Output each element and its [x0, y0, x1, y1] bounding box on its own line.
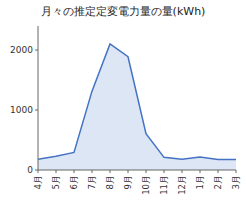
x-tick-label: 3月: [231, 175, 241, 189]
x-tick-label: 7月: [87, 175, 97, 189]
x-tick: [164, 170, 165, 173]
x-tick: [128, 170, 129, 173]
x-tick: [56, 170, 57, 173]
x-tick: [74, 170, 75, 173]
y-tick: [35, 50, 38, 51]
x-tick-label: 2月: [213, 175, 223, 189]
x-axis: [38, 170, 236, 171]
x-tick-label: 10月: [141, 175, 151, 195]
y-tick-label: 0: [27, 165, 33, 175]
x-tick: [200, 170, 201, 173]
x-tick-label: 4月: [33, 175, 43, 189]
area: [38, 44, 236, 170]
x-tick-label: 11月: [159, 175, 169, 195]
x-tick-label: 5月: [51, 175, 61, 189]
x-tick: [146, 170, 147, 173]
x-tick: [38, 170, 39, 173]
chart: 月々の推定定変電力量の量(kWh) 0 1000 2000 4月 5月 6月 7月 8月 9月 10…: [0, 0, 246, 200]
x-tick-label: 8月: [105, 175, 115, 189]
x-tick: [218, 170, 219, 173]
x-tick: [92, 170, 93, 173]
y-tick-label: 2000: [10, 45, 33, 55]
x-tick-label: 6月: [69, 175, 79, 189]
x-tick: [110, 170, 111, 173]
y-tick: [35, 110, 38, 111]
plot-area: [38, 44, 236, 170]
x-tick: [182, 170, 183, 173]
x-tick-label: 1月: [195, 175, 205, 189]
x-tick-label: 12月: [177, 175, 187, 195]
title: 月々の推定定変電力量の量(kWh): [41, 5, 206, 18]
y-tick-label: 1000: [10, 105, 33, 115]
line: [38, 44, 236, 160]
y-axis: [38, 26, 39, 170]
x-tick-label: 9月: [123, 175, 133, 189]
x-tick: [236, 170, 237, 173]
